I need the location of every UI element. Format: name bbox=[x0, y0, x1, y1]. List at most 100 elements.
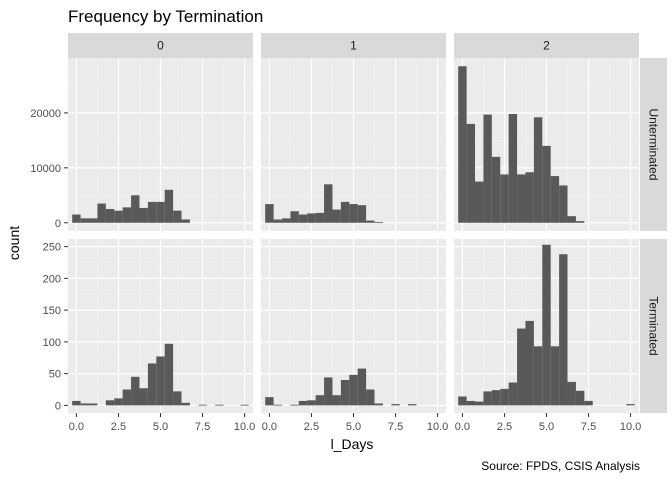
x-tick-label-0-3: 7.5 bbox=[195, 421, 210, 433]
x-tick-label-1-4: 10.0 bbox=[427, 421, 448, 433]
bar-unterminated-1-6 bbox=[315, 212, 325, 223]
bar-unterminated-0-2 bbox=[89, 218, 98, 223]
bar-unterminated-0-3 bbox=[97, 203, 106, 223]
bar-unterminated-1-0 bbox=[265, 204, 274, 223]
bar-unterminated-2-7 bbox=[517, 174, 526, 223]
bar-terminated-0-1 bbox=[80, 403, 90, 406]
y-tick-label-terminated-3: 150 bbox=[43, 305, 61, 317]
strip-row-label-terminated: Terminated bbox=[647, 296, 661, 355]
y-axis-title: count bbox=[6, 226, 22, 260]
x-tick-label-0-4: 10.0 bbox=[234, 421, 255, 433]
x-tick-label-0-0: 0.0 bbox=[69, 421, 84, 433]
bar-unterminated-1-10 bbox=[349, 204, 358, 223]
bar-unterminated-1-5 bbox=[307, 213, 316, 223]
bar-terminated-0-9 bbox=[147, 363, 157, 406]
bar-terminated-0-17 bbox=[215, 404, 224, 406]
bar-unterminated-2-0 bbox=[458, 66, 467, 223]
bar-terminated-1-3 bbox=[290, 404, 299, 406]
strip-col-1 bbox=[261, 33, 446, 58]
bar-unterminated-1-9 bbox=[340, 201, 350, 223]
bar-terminated-2-3 bbox=[483, 391, 492, 406]
bar-unterminated-0-12 bbox=[173, 210, 182, 223]
y-tick-label-unterminated-2: 20000 bbox=[30, 108, 61, 120]
strip-row-unterminated bbox=[640, 58, 667, 231]
bar-unterminated-2-2 bbox=[475, 181, 484, 223]
bar-terminated-1-4 bbox=[298, 400, 308, 406]
bar-unterminated-2-6 bbox=[508, 114, 518, 223]
bar-unterminated-2-3 bbox=[483, 114, 492, 223]
bar-terminated-0-20 bbox=[240, 404, 249, 406]
bar-terminated-2-15 bbox=[584, 400, 593, 406]
strip-row-terminated bbox=[640, 239, 667, 413]
bar-terminated-0-12 bbox=[173, 391, 182, 406]
bar-unterminated-2-10 bbox=[542, 145, 551, 223]
bar-unterminated-1-12 bbox=[366, 220, 375, 223]
bar-unterminated-0-8 bbox=[139, 207, 148, 223]
bar-terminated-2-6 bbox=[508, 382, 518, 406]
bar-unterminated-0-7 bbox=[131, 195, 140, 223]
bar-unterminated-1-1 bbox=[273, 219, 283, 223]
strip-col-label-1: 1 bbox=[350, 39, 357, 53]
bar-terminated-1-10 bbox=[349, 374, 358, 406]
x-tick-label-2-3: 7.5 bbox=[581, 421, 596, 433]
y-tick-label-terminated-1: 50 bbox=[49, 369, 61, 381]
x-tick-label-0-1: 2.5 bbox=[111, 421, 126, 433]
bar-unterminated-0-6 bbox=[122, 207, 132, 223]
bar-unterminated-1-7 bbox=[324, 184, 333, 223]
bar-terminated-0-7 bbox=[131, 376, 140, 406]
bar-terminated-0-6 bbox=[122, 389, 132, 406]
bar-terminated-2-9 bbox=[533, 346, 543, 406]
bar-terminated-1-15 bbox=[391, 404, 400, 406]
bar-terminated-2-14 bbox=[575, 390, 585, 406]
x-tick-label-1-3: 7.5 bbox=[388, 421, 403, 433]
bar-unterminated-1-4 bbox=[298, 214, 308, 223]
y-tick-label-unterminated-1: 10000 bbox=[30, 163, 61, 175]
bar-unterminated-1-8 bbox=[332, 209, 341, 223]
x-axis-title: l_Days bbox=[331, 436, 374, 452]
y-tick-label-terminated-4: 200 bbox=[43, 273, 61, 285]
bar-terminated-0-13 bbox=[181, 402, 190, 406]
bar-terminated-0-11 bbox=[164, 343, 174, 406]
bar-unterminated-0-9 bbox=[147, 201, 157, 223]
x-tick-label-2-4: 10.0 bbox=[620, 421, 641, 433]
bar-unterminated-0-0 bbox=[72, 214, 81, 223]
x-tick-label-2-1: 2.5 bbox=[497, 421, 512, 433]
x-tick-label-1-0: 0.0 bbox=[262, 421, 277, 433]
y-tick-label-unterminated-0: 0 bbox=[55, 218, 61, 230]
bar-unterminated-2-1 bbox=[466, 123, 476, 223]
bar-unterminated-0-5 bbox=[114, 210, 123, 223]
bar-unterminated-2-14 bbox=[575, 221, 585, 223]
bar-terminated-1-17 bbox=[408, 404, 417, 406]
bar-terminated-1-9 bbox=[340, 379, 350, 406]
y-tick-label-terminated-2: 100 bbox=[43, 337, 61, 349]
bar-terminated-2-5 bbox=[500, 388, 509, 406]
bar-unterminated-2-11 bbox=[550, 176, 560, 223]
bar-unterminated-2-4 bbox=[491, 156, 501, 223]
bar-unterminated-1-13 bbox=[374, 222, 383, 224]
bar-terminated-1-6 bbox=[315, 395, 325, 406]
strip-col-label-2: 2 bbox=[543, 39, 550, 53]
bar-terminated-2-12 bbox=[559, 254, 568, 406]
strip-row-label-unterminated: Unterminated bbox=[647, 108, 661, 180]
bar-terminated-1-11 bbox=[357, 368, 367, 406]
bar-terminated-2-10 bbox=[542, 244, 551, 406]
bar-terminated-1-7 bbox=[324, 377, 333, 406]
bar-unterminated-0-13 bbox=[181, 219, 190, 223]
bar-terminated-2-20 bbox=[626, 404, 635, 406]
bar-terminated-2-8 bbox=[525, 320, 534, 406]
bar-unterminated-1-11 bbox=[357, 205, 367, 223]
bar-terminated-1-12 bbox=[366, 389, 375, 406]
bar-unterminated-2-5 bbox=[500, 174, 509, 223]
bar-terminated-2-2 bbox=[475, 401, 484, 406]
bar-unterminated-2-8 bbox=[525, 172, 534, 223]
strip-col-0 bbox=[68, 33, 253, 58]
bar-terminated-2-1 bbox=[466, 400, 476, 406]
bar-unterminated-0-4 bbox=[105, 209, 115, 223]
bar-terminated-2-11 bbox=[550, 346, 560, 406]
x-tick-label-2-2: 5.0 bbox=[539, 421, 554, 433]
bar-unterminated-0-11 bbox=[164, 189, 174, 223]
bar-terminated-1-1 bbox=[273, 404, 283, 406]
x-tick-label-1-1: 2.5 bbox=[304, 421, 319, 433]
bar-unterminated-0-1 bbox=[80, 218, 90, 223]
